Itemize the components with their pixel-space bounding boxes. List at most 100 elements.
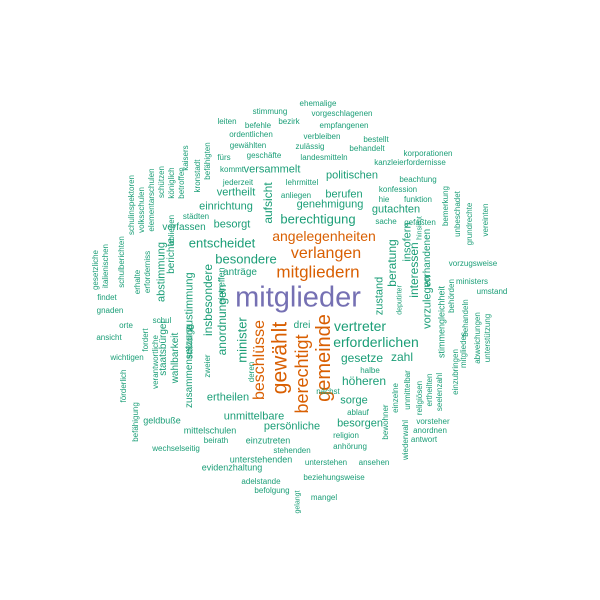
word: deren xyxy=(247,361,256,383)
word: zulässig xyxy=(295,142,325,151)
word: bewohner xyxy=(381,404,390,440)
word: vorzugsweise xyxy=(448,259,498,268)
word: beachtung xyxy=(399,175,437,184)
word: besondere xyxy=(215,251,277,267)
word: gesetze xyxy=(340,351,384,365)
word: anordnen xyxy=(413,426,447,435)
word: grundrechte xyxy=(465,202,474,246)
word: ansicht xyxy=(96,333,122,342)
word: behandelt xyxy=(349,144,385,153)
word: anliegen xyxy=(280,191,312,200)
word: wiederwahl xyxy=(401,419,410,461)
word: beratung xyxy=(385,239,399,287)
word: halbe xyxy=(360,366,380,375)
word: erforderniss xyxy=(143,250,152,294)
word: lehrmittel xyxy=(285,178,319,187)
word: ehemalige xyxy=(299,99,337,108)
word: mitgliedes xyxy=(459,331,468,369)
word: fürs xyxy=(217,153,231,162)
word: vorhandenen xyxy=(422,228,433,288)
word: landesmitteln xyxy=(300,153,348,162)
word: verfassen xyxy=(162,222,206,233)
word: genehmigung xyxy=(296,198,364,211)
word: zusammensetzung xyxy=(184,324,195,408)
word: gnaden xyxy=(96,306,124,315)
word: eintreffen xyxy=(216,267,227,305)
word: abweichungen xyxy=(473,312,482,364)
word: betroffen xyxy=(177,167,186,199)
word: staatsbürger xyxy=(158,320,169,376)
word: hie xyxy=(378,195,390,204)
word: gewählten xyxy=(229,141,267,150)
word: berechtigt xyxy=(292,334,312,414)
word: förderlich xyxy=(119,369,128,403)
word: insofern xyxy=(401,222,414,262)
word: zweier xyxy=(203,354,212,378)
word: insbesondere xyxy=(201,263,215,337)
word: beziehungsweise xyxy=(303,473,365,482)
word: drei xyxy=(293,320,311,331)
word: wichtigen xyxy=(110,353,144,362)
word: anhörung xyxy=(333,442,367,451)
word: berufen xyxy=(325,188,363,201)
word: besorgt xyxy=(213,218,251,231)
word: unmittelbar xyxy=(403,370,412,410)
word: geschäfte xyxy=(246,151,282,160)
word: deputirter xyxy=(396,285,404,315)
word: korporationen xyxy=(403,149,453,158)
word: kommt xyxy=(220,165,244,174)
word: berechtigung xyxy=(280,211,356,227)
word: gutachten xyxy=(371,203,421,216)
word: findet xyxy=(97,293,117,302)
word: höheren xyxy=(341,374,387,388)
word: gelangt xyxy=(294,490,302,514)
word: städten xyxy=(182,212,210,221)
word: verlangen xyxy=(290,245,362,262)
word: ertheilten xyxy=(425,373,434,407)
word: elementarschulen xyxy=(147,168,156,232)
word: erhalte xyxy=(133,269,142,295)
word: religion xyxy=(333,431,359,440)
word: aufsicht xyxy=(261,182,275,224)
word: kanzleierfordernisse xyxy=(374,158,446,167)
word: unbeschadet xyxy=(453,191,462,237)
word: vertreter xyxy=(333,318,387,334)
word: versammelt xyxy=(243,163,301,176)
word: ministers xyxy=(455,277,489,286)
word: mittelschulen xyxy=(183,425,237,436)
word: wechselseitig xyxy=(152,444,200,453)
word: persönliche xyxy=(263,420,321,433)
word: unterstehenden xyxy=(229,454,293,465)
word: einrichtung xyxy=(199,200,253,213)
word: stimmung xyxy=(252,107,288,116)
word: behörden xyxy=(447,279,456,313)
word: bemerkung xyxy=(441,185,450,227)
word: entscheidet xyxy=(188,235,256,251)
word: volksschulen xyxy=(137,187,146,233)
word: konfession xyxy=(378,185,418,194)
word: gefaßten xyxy=(404,218,436,227)
word: zustimmung xyxy=(183,272,196,332)
word: antwort xyxy=(410,435,438,444)
word: kronstadt xyxy=(193,159,202,193)
word: geldbuße xyxy=(143,415,181,426)
word: bestellt xyxy=(363,135,389,144)
word: beschlüsse xyxy=(251,319,268,401)
word: befolgung xyxy=(254,486,290,495)
word: umstand xyxy=(476,287,508,296)
word: erforderlichen xyxy=(333,334,419,350)
word: funktion xyxy=(403,195,433,204)
word: verbleiben xyxy=(303,132,341,141)
word: ordentlichen xyxy=(229,130,273,139)
word: italienischen xyxy=(101,243,110,289)
word: fordert xyxy=(141,328,150,352)
word: ablauf xyxy=(347,408,369,417)
word: besorgen xyxy=(337,417,383,430)
word: jederzeit xyxy=(222,178,254,187)
word: befähigten xyxy=(203,142,212,180)
word: unmittelbare xyxy=(223,410,285,423)
word: vorgeschlagenen xyxy=(311,109,373,118)
word: ansehen xyxy=(358,458,390,467)
word: minister xyxy=(234,317,250,363)
